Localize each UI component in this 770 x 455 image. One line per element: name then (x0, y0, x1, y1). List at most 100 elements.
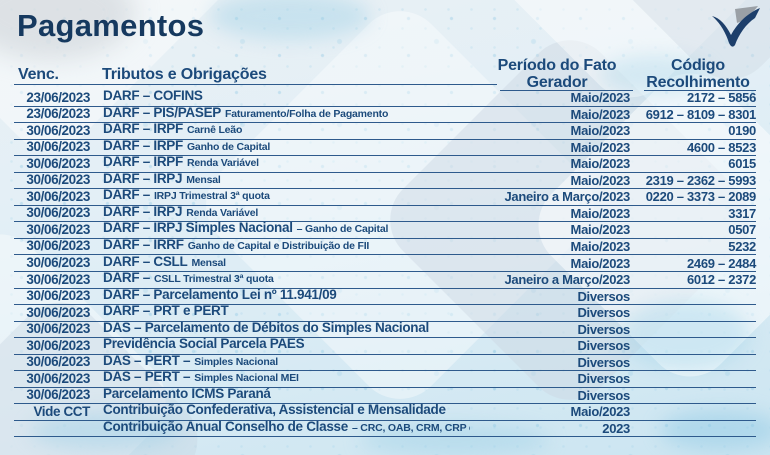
tributo-cell: DARF – IRPF Renda Variável (96, 154, 470, 170)
tributo-cell: DARF – IRPJ Trimestral 3ª quota (96, 187, 470, 203)
tributo-main: DARF – (103, 270, 150, 286)
venc-cell: 30/06/2023 (26, 304, 90, 320)
periodo-cell: Diversos (577, 354, 630, 370)
venc-cell: 23/06/2023 (26, 106, 90, 122)
tributo-main: DAS – Parcelamento de Débitos do Simples… (103, 319, 429, 335)
venc-cell: 30/06/2023 (26, 221, 90, 237)
tributo-main: DARF – IRRF (103, 236, 184, 252)
periodo-cell: Diversos (577, 305, 630, 321)
bg-watercolor-blob (210, 0, 370, 40)
tributo-sub: Mensal (186, 173, 221, 186)
venc-cell: 30/06/2023 (26, 122, 90, 138)
header-underline (14, 84, 497, 86)
periodo-cell: Maio/2023 (570, 238, 631, 254)
tributo-main: DARF – PIS/PASEP (103, 104, 221, 120)
tributo-main: DARF – CSLL (103, 253, 188, 269)
tributo-cell: DAS – Parcelamento de Débitos do Simples… (96, 320, 470, 336)
table-row: Vide CCT Contribuição Confederativa, Assi… (14, 402, 756, 421)
codigo-cell: 4600 – 8523 (687, 139, 756, 155)
venc-cell: 30/06/2023 (26, 172, 90, 188)
codigo-cell: 6015 (728, 156, 756, 172)
venc-cell: 30/06/2023 (26, 205, 90, 221)
tributo-main: Parcelamento ICMS Paraná (103, 385, 271, 401)
tributo-cell: Contribuição Anual Conselho de Classe – C… (96, 419, 470, 435)
tributo-sub: Ganho de Capital e Distribuição de FII (187, 239, 370, 252)
periodo-cell: Diversos (577, 387, 630, 403)
tributo-cell: DARF – IRPF Carnê Leão (96, 121, 470, 137)
tributo-main: DARF – PRT e PERT (103, 303, 229, 319)
tributo-cell: DARF – IRPF Ganho de Capital (96, 138, 470, 154)
periodo-cell: Maio/2023 (570, 123, 631, 139)
periodo-cell: Maio/2023 (570, 255, 631, 271)
tributo-main: DARF – COFINS (103, 88, 203, 104)
codigo-cell: 0507 (728, 222, 756, 238)
codigo-cell: 2469 – 2484 (687, 255, 756, 271)
tributo-main: DARF – IRPF (103, 121, 183, 137)
tributo-cell: DARF – PRT e PERT (96, 303, 470, 319)
tributo-sub: Renda Variável (186, 157, 259, 170)
venc-cell: 30/06/2023 (26, 288, 90, 304)
tributo-main: DAS – PERT – (103, 352, 191, 368)
venc-cell: 30/06/2023 (26, 370, 90, 386)
tributo-cell: DARF – CSLL Mensal (96, 254, 470, 270)
tributo-cell: DAS – PERT – Simples Nacional (96, 353, 470, 369)
tributo-cell: DARF – IRPJ Simples Nacional – Ganho de C… (96, 220, 470, 236)
periodo-cell: Maio/2023 (570, 156, 631, 172)
tributo-sub: Carnê Leão (186, 124, 243, 137)
periodo-cell: Maio/2023 (570, 205, 631, 221)
codigo-cell: 6912 – 8109 – 8301 (645, 106, 757, 122)
tributo-main: DARF – IRPJ Simples Nacional (103, 220, 293, 236)
tributo-sub: Mensal (191, 256, 226, 269)
venc-cell: 30/06/2023 (26, 321, 90, 337)
venc-cell: Vide CCT (33, 403, 90, 419)
tributo-cell: Contribuição Confederativa, Assistencial… (96, 402, 470, 418)
page-title: Pagamentos (17, 8, 205, 43)
periodo-cell: Maio/2023 (570, 222, 631, 238)
tributo-sub: Simples Nacional MEI (194, 372, 299, 385)
venc-cell: 30/06/2023 (26, 155, 90, 171)
codigo-cell: 3317 (728, 205, 756, 221)
tributo-main: DARF – (103, 187, 150, 203)
periodo-cell: Diversos (577, 288, 630, 304)
periodo-cell: Janeiro a Março/2023 (504, 272, 630, 288)
tributo-cell: DARF – PIS/PASEP Faturamento/Folha de Pag… (96, 105, 470, 121)
codigo-cell: 2319 – 2362 – 5993 (645, 172, 757, 188)
codigo-cell: 2172 – 5856 (687, 90, 756, 106)
venc-cell: 30/06/2023 (26, 188, 90, 204)
venc-cell: 30/06/2023 (26, 255, 90, 271)
tributo-sub: CSLL Trimestral 3ª quota (153, 273, 274, 286)
tributo-main: Contribuição Confederativa, Assistencial… (103, 402, 446, 418)
tributo-main: DAS – PERT – (103, 369, 191, 385)
tributo-sub: – Ganho de Capital (296, 223, 389, 236)
venc-cell: 30/06/2023 (26, 271, 90, 287)
table-row: Contribuição Anual Conselho de Classe – C… (14, 419, 756, 438)
periodo-cell: Maio/2023 (570, 172, 631, 188)
tributo-sub: – CRC, OAB, CRM, CRP entre outros (351, 421, 470, 434)
tributo-main: DARF – IRPF (103, 154, 183, 170)
venc-cell: 30/06/2023 (26, 354, 90, 370)
venc-cell: 30/06/2023 (26, 238, 90, 254)
periodo-cell: Maio/2023 (570, 106, 631, 122)
tributo-sub: Renda Variável (186, 206, 259, 219)
codigo-cell: 5232 (728, 238, 756, 254)
codigo-cell: 6012 – 2372 (687, 272, 756, 288)
tributo-sub: IRPJ Trimestral 3ª quota (153, 190, 270, 203)
tributo-cell: Parcelamento ICMS Paraná (96, 386, 470, 402)
periodo-cell: Diversos (577, 371, 630, 387)
tributo-cell: DARF – Parcelamento Lei nº 11.941/09 (96, 287, 470, 303)
periodo-cell: Diversos (577, 338, 630, 354)
table-rows: 23/06/2023 DARF – COFINS Maio/2023 2172 – 5… (14, 88, 757, 438)
tributo-sub: Ganho de Capital (186, 140, 271, 153)
header-codigo: Código Recolhimento (646, 57, 750, 91)
periodo-cell: Maio/2023 (570, 404, 631, 420)
venc-cell: 30/06/2023 (26, 139, 90, 155)
tributo-main: DARF – IRPJ (103, 170, 183, 186)
tributo-sub: Simples Nacional (194, 355, 278, 368)
venc-cell: 30/06/2023 (26, 387, 90, 403)
codigo-cell: 0190 (728, 123, 756, 139)
periodo-cell: Maio/2023 (570, 90, 631, 106)
periodo-cell: 2023 (602, 420, 630, 436)
venc-cell: 23/06/2023 (26, 89, 90, 105)
periodo-cell: Diversos (577, 321, 630, 337)
